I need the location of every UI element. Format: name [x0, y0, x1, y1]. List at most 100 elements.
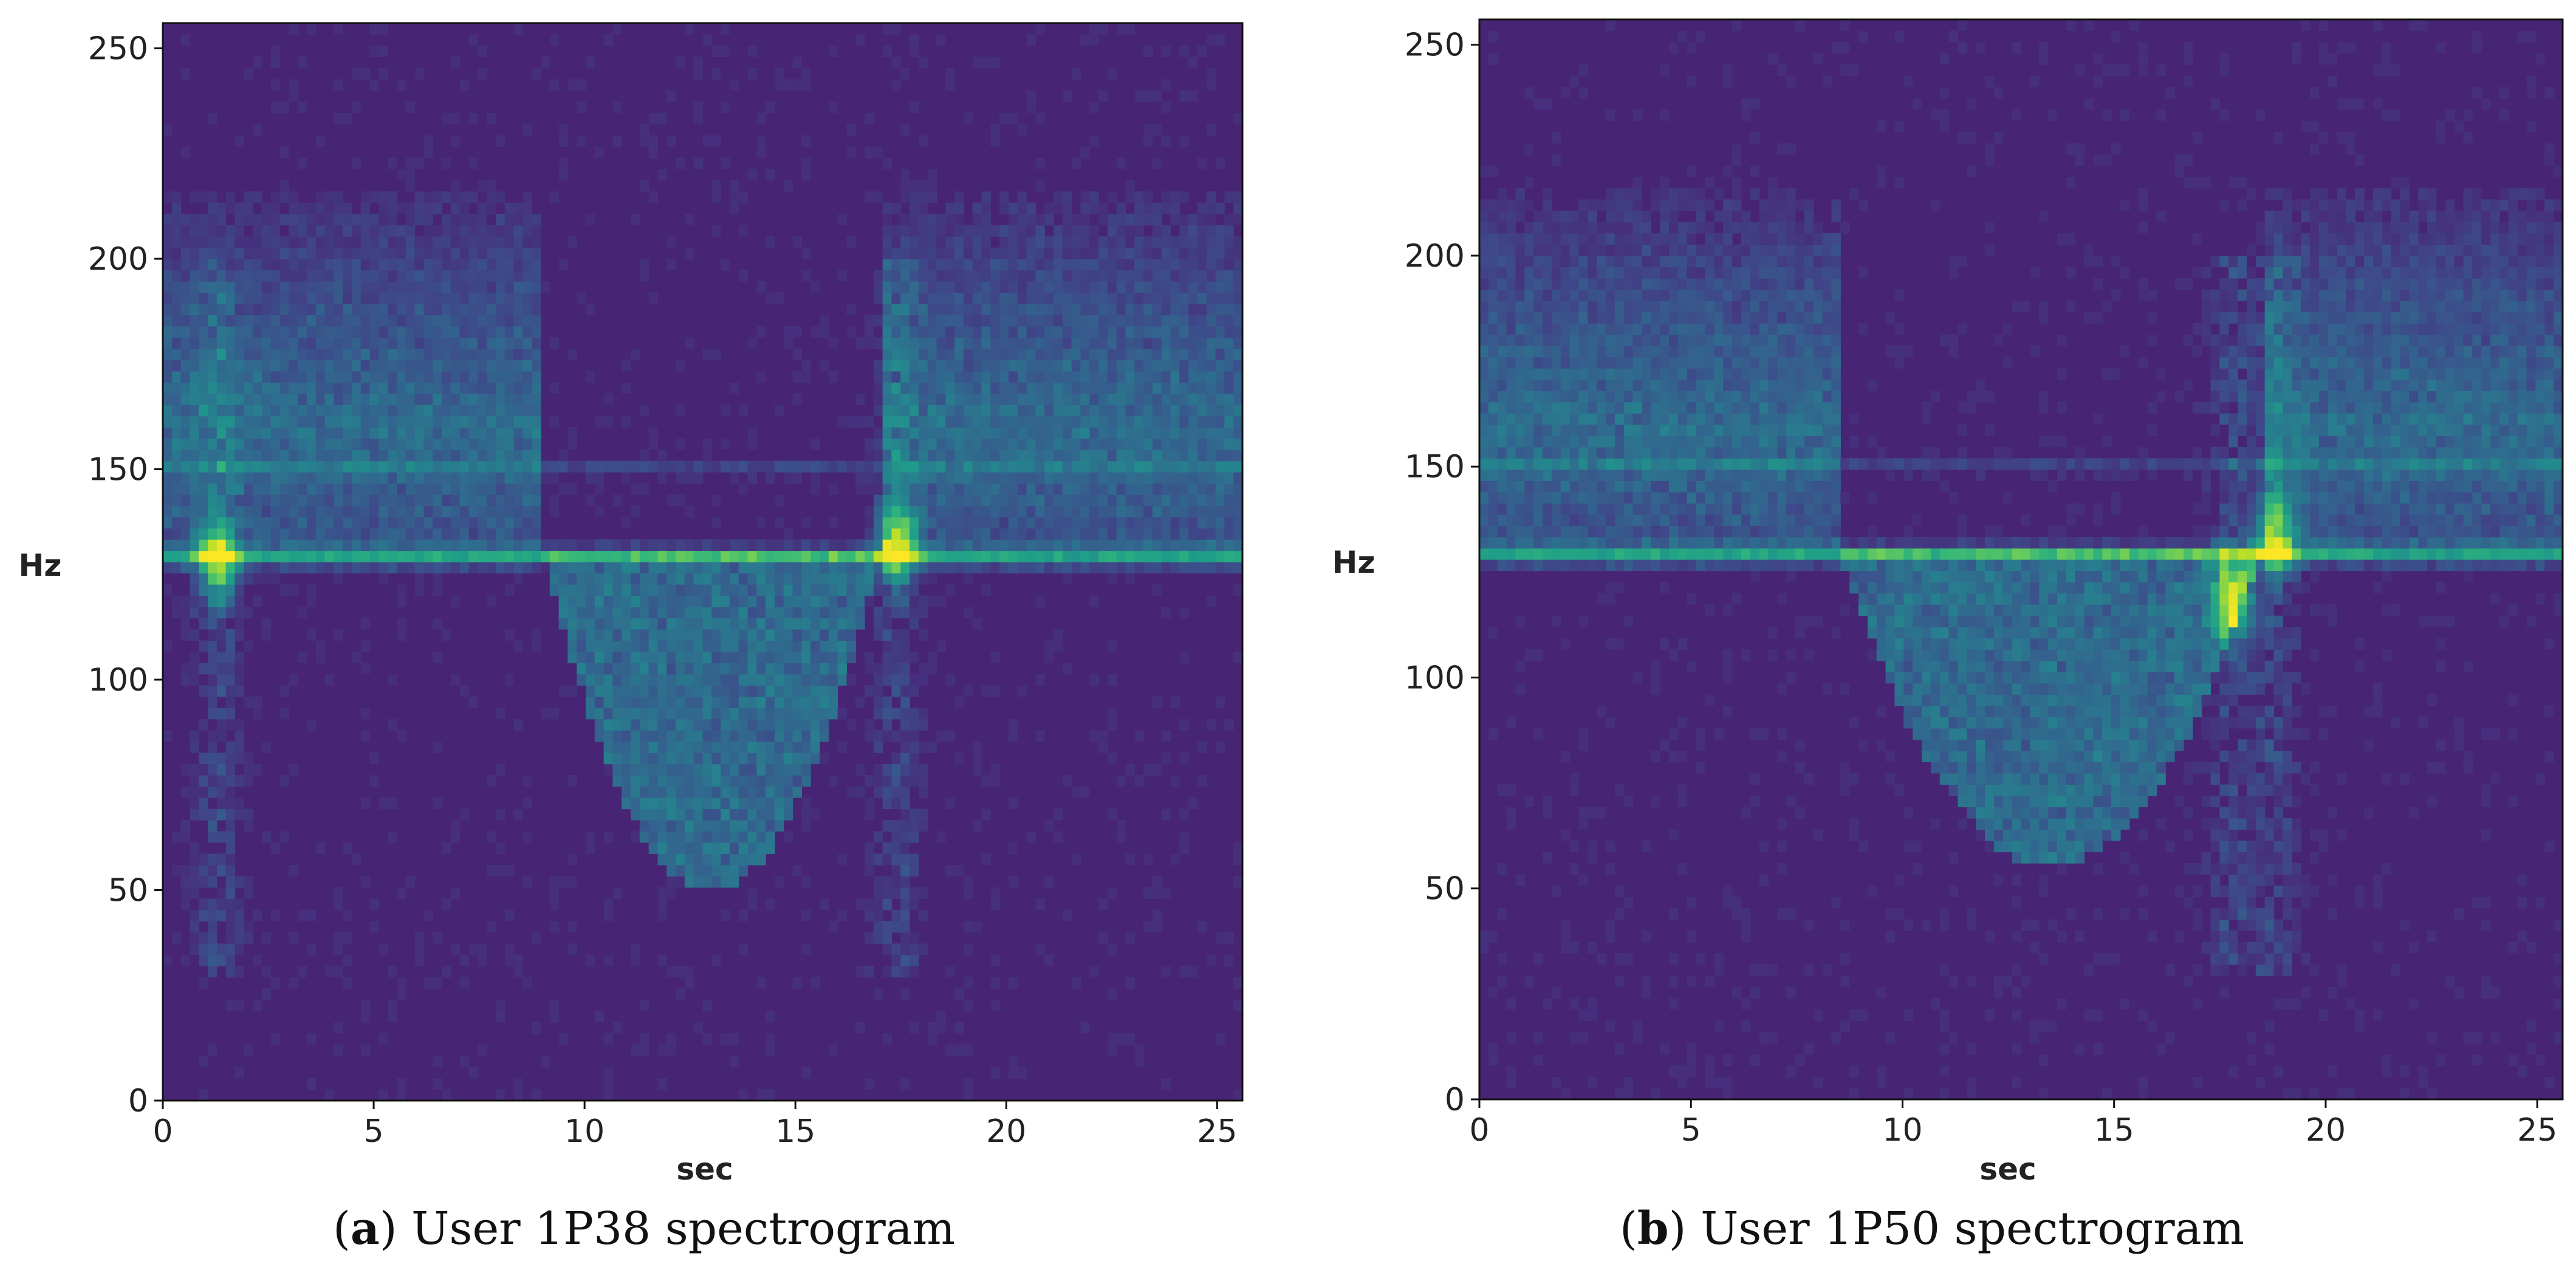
heatmap-cell [1116, 562, 1126, 574]
heatmap-cell [855, 337, 865, 349]
heatmap-cell [1044, 214, 1054, 226]
heatmap-cell [334, 517, 343, 529]
heatmap-cell [846, 595, 856, 607]
heatmap-cell [1197, 494, 1207, 507]
heatmap-cell [1026, 303, 1036, 316]
heatmap-cell [990, 337, 1000, 349]
heatmap-cell [657, 573, 667, 585]
heatmap-cell [954, 270, 964, 282]
heatmap-cell [891, 505, 901, 517]
heatmap-cell [235, 629, 244, 641]
heatmap-cell [522, 371, 532, 383]
heatmap-cell [945, 315, 955, 327]
heatmap-cell [891, 708, 901, 720]
heatmap-cell [766, 708, 775, 720]
heatmap-area-a [163, 23, 1243, 1101]
heatmap-cell [351, 427, 361, 439]
heatmap-cell [1044, 539, 1054, 552]
heatmap-cell [334, 438, 343, 450]
heatmap-cell [343, 393, 352, 405]
heatmap-cell [1062, 382, 1072, 394]
heatmap-cell [1098, 281, 1108, 293]
heatmap-cell [270, 202, 281, 214]
heatmap-cell [1080, 360, 1090, 372]
heatmap-cell [1107, 67, 1117, 80]
heatmap-cell [684, 977, 694, 989]
heatmap-cell [360, 517, 371, 529]
heatmap-cell [594, 730, 605, 742]
heatmap-cell [468, 382, 478, 394]
heatmap-cell [334, 360, 343, 372]
heatmap-cell [261, 988, 272, 1000]
heatmap-cell [1017, 292, 1027, 304]
heatmap-cell [343, 326, 352, 338]
heatmap-cell [594, 415, 605, 428]
heatmap-cell [235, 1067, 244, 1079]
heatmap-cell [1506, 413, 1516, 425]
heatmap-cell [648, 640, 659, 652]
heatmap-cell [900, 640, 910, 652]
heatmap-cell [244, 517, 253, 529]
heatmap-cell [1062, 259, 1072, 271]
heatmap-cell [810, 708, 820, 720]
heatmap-cell [865, 584, 874, 596]
heatmap-cell [747, 753, 757, 765]
heatmap-cell [253, 270, 262, 282]
heatmap-cell [918, 562, 928, 574]
heatmap-cell [171, 517, 182, 529]
heatmap-cell [891, 337, 901, 349]
heatmap-cell [936, 449, 946, 462]
heatmap-cell [405, 225, 416, 237]
heatmap-cell [1197, 449, 1207, 462]
heatmap-cell [766, 763, 775, 776]
heatmap-cell [487, 348, 496, 360]
heatmap-cell [1098, 382, 1108, 394]
heatmap-cell [631, 954, 640, 966]
heatmap-cell [747, 786, 757, 798]
heatmap-cell [927, 337, 937, 349]
heatmap-cell [1044, 505, 1054, 517]
heatmap-cell [414, 528, 425, 540]
heatmap-cell [208, 864, 218, 877]
heatmap-cell [954, 326, 964, 338]
heatmap-cell [163, 584, 173, 596]
heatmap-cell [747, 550, 757, 562]
heatmap-cell [909, 225, 919, 237]
heatmap-cell [999, 405, 1009, 417]
heatmap-cell [702, 562, 712, 574]
heatmap-cell [631, 539, 640, 552]
heatmap-cell [1479, 931, 1489, 943]
heatmap-cell [1035, 214, 1045, 226]
heatmap-cell [1044, 259, 1054, 271]
heatmap-cell [459, 539, 470, 552]
heatmap-cell [909, 472, 919, 484]
heatmap-cell [882, 225, 892, 237]
heatmap-cell [388, 797, 397, 810]
heatmap-cell [963, 427, 973, 439]
heatmap-cell [513, 494, 523, 507]
heatmap-cell [388, 460, 397, 473]
heatmap-cell [693, 808, 704, 821]
heatmap-cell [666, 753, 676, 765]
heatmap-cell [1008, 1067, 1018, 1079]
heatmap-cell [1116, 415, 1126, 428]
heatmap-cell [702, 606, 712, 618]
heatmap-cell [487, 517, 496, 529]
heatmap-cell [1161, 202, 1171, 214]
heatmap-cell [927, 236, 937, 248]
heatmap-cell [343, 954, 352, 966]
heatmap-cell [442, 438, 451, 450]
heatmap-cell [792, 674, 802, 686]
heatmap-cell [171, 303, 182, 316]
heatmap-cell [495, 214, 505, 226]
heatmap-cell [801, 606, 811, 618]
heatmap-cell [1053, 539, 1063, 552]
heatmap-cell [190, 438, 199, 450]
heatmap-cell [253, 999, 262, 1011]
heatmap-cell [693, 1022, 704, 1034]
heatmap-cell [225, 864, 236, 877]
heatmap-cell [532, 539, 541, 552]
heatmap-cell [504, 415, 515, 428]
heatmap-cell [1008, 517, 1018, 529]
heatmap-cell [639, 259, 649, 271]
